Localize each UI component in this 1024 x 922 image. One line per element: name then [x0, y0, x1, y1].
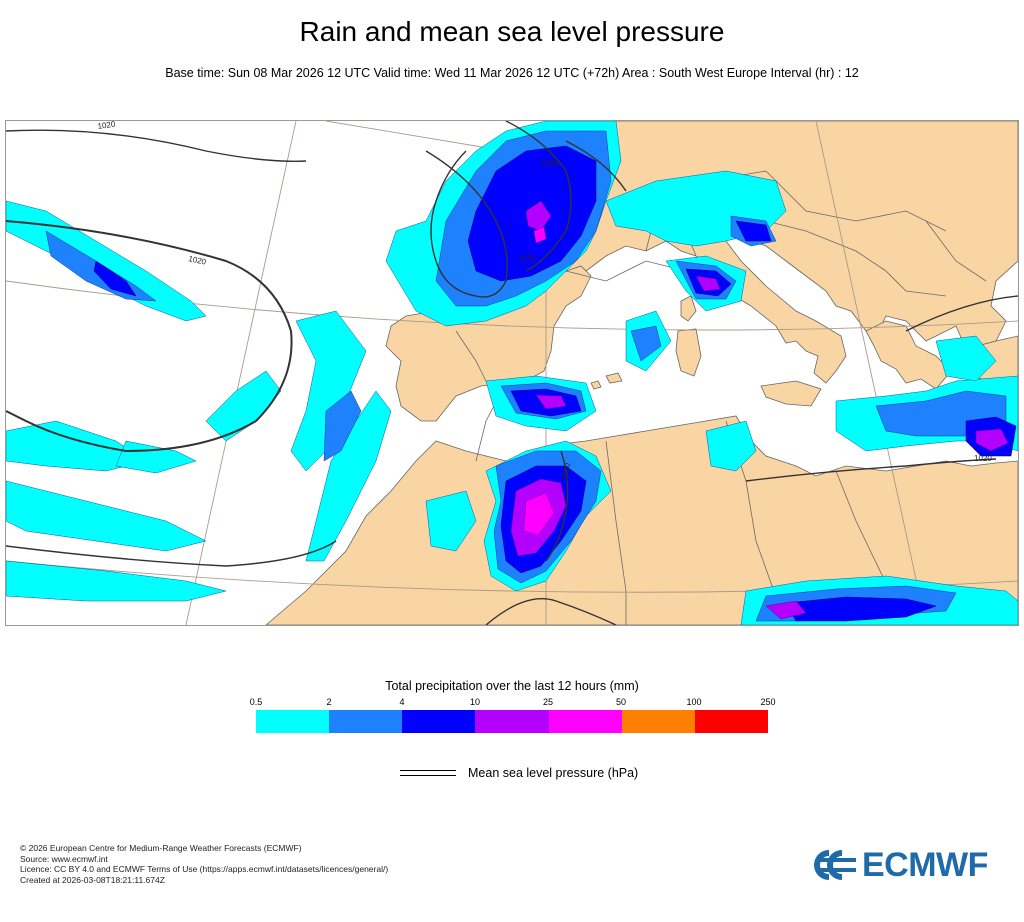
- legend-title: Total precipitation over the last 12 hou…: [385, 679, 639, 693]
- isobar-north-atlantic: [6, 129, 307, 162]
- footer-source: Source: www.ecmwf.int: [20, 853, 108, 864]
- legend-swatch-4: [548, 710, 622, 733]
- ecmwf-logo-text: ECMWF: [862, 845, 988, 884]
- legend-swatch-0: [256, 710, 330, 733]
- isobar-label-4: 1020: [541, 159, 559, 168]
- chart-title: Rain and mean sea level pressure: [299, 16, 725, 47]
- legend-tick-6: 100: [686, 697, 702, 707]
- isobar-label-2: 1020: [188, 254, 208, 267]
- isobar-east: [905, 295, 1018, 332]
- isobar-legend-label: Mean sea level pressure (hPa): [468, 766, 639, 780]
- legend-swatch-5: [621, 710, 695, 733]
- isobar-med-east: [745, 458, 997, 482]
- legend-swatch-2: [402, 710, 476, 733]
- isobar-labels: 1020 1020 1020 1020 1020 1020: [97, 121, 992, 481]
- land-north-africa: [265, 415, 1018, 625]
- legend-swatch-6: [694, 710, 768, 733]
- footer-created: Created at 2026-03-08T18:21:11.674Z: [20, 874, 165, 885]
- legend-tick-5: 50: [615, 697, 627, 707]
- footer-credits: © 2026 European Centre for Medium-Range …: [20, 843, 388, 885]
- isobar-sahara: [485, 598, 617, 625]
- precip-magenta: [523, 226, 555, 536]
- legend-tick-3: 10: [469, 697, 481, 707]
- land-corsica: [680, 295, 697, 322]
- isobar-algeria: [545, 450, 569, 562]
- land-balearic-1: [605, 372, 623, 384]
- isobar-label-3: 1020: [518, 254, 536, 263]
- legend-tick-4: 25: [542, 697, 554, 707]
- land-sicily: [760, 380, 822, 407]
- legend-ticks: 0.5 2 4 10 25 50 100 250: [0, 697, 1024, 709]
- ecmwf-logo-icon: [814, 850, 856, 880]
- legend-tick-2: 4: [399, 697, 405, 707]
- isobars: [6, 121, 1018, 625]
- map-canvas: 1020 1020 1020 1020 1020 1020: [6, 121, 1018, 625]
- isobar-label-6: 1020: [974, 454, 992, 463]
- isobar-south-sweep: [6, 540, 337, 567]
- precip-purple: [510, 200, 1009, 620]
- isobar-legend-line: [400, 770, 456, 776]
- forecast-map[interactable]: 1020 1020 1020 1020 1020 1020: [5, 120, 1019, 626]
- footer-copyright: © 2026 European Centre for Medium-Range …: [20, 843, 302, 853]
- isobar-label-1: 1020: [97, 121, 116, 131]
- legend-tick-1: 2: [326, 697, 332, 707]
- legend-swatch-3: [475, 710, 549, 733]
- isobar-label-5: 1020: [560, 462, 572, 482]
- legend-colorbar: [256, 710, 768, 733]
- land-sardinia: [675, 328, 702, 377]
- legend-tick-0: 0.5: [249, 697, 263, 707]
- isobar-central-med: [565, 140, 627, 192]
- chart-subtitle: Base time: Sun 08 Mar 2026 12 UTC Valid …: [165, 66, 859, 80]
- footer-licence: Licence: CC BY 4.0 and ECMWF Terms of Us…: [20, 864, 389, 874]
- precip-darkblue: [93, 145, 1017, 622]
- isobar-north-bay: [505, 121, 572, 272]
- ecmwf-logo[interactable]: ECMWF: [812, 846, 1012, 884]
- isobar-atlantic-high: [6, 220, 293, 453]
- legend-tick-7: 250: [760, 697, 776, 707]
- land-balearic-2: [590, 380, 602, 390]
- legend-swatch-1: [329, 710, 403, 733]
- isobar-biscay: [425, 150, 508, 298]
